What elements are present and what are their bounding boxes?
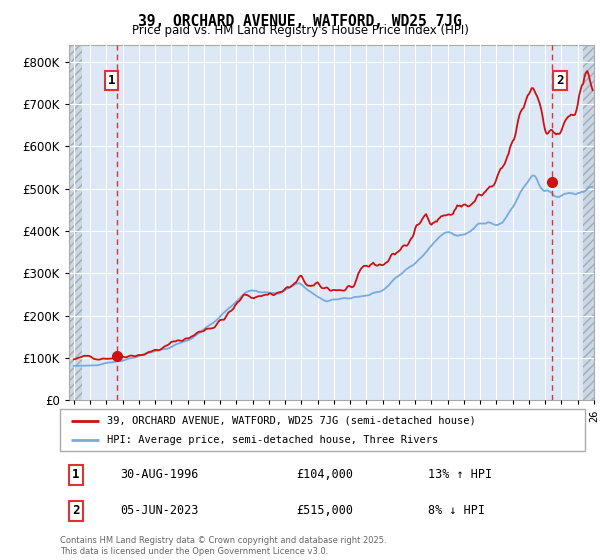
- Text: 39, ORCHARD AVENUE, WATFORD, WD25 7JG (semi-detached house): 39, ORCHARD AVENUE, WATFORD, WD25 7JG (s…: [107, 416, 476, 426]
- Text: Contains HM Land Registry data © Crown copyright and database right 2025.
This d: Contains HM Land Registry data © Crown c…: [60, 536, 386, 556]
- Text: 39, ORCHARD AVENUE, WATFORD, WD25 7JG: 39, ORCHARD AVENUE, WATFORD, WD25 7JG: [138, 14, 462, 29]
- Text: 30-AUG-1996: 30-AUG-1996: [121, 468, 199, 481]
- Text: £515,000: £515,000: [296, 505, 353, 517]
- Text: 2: 2: [72, 505, 79, 517]
- Text: 2: 2: [556, 74, 564, 87]
- Text: 1: 1: [72, 468, 79, 481]
- Text: 05-JUN-2023: 05-JUN-2023: [121, 505, 199, 517]
- FancyBboxPatch shape: [60, 409, 585, 451]
- Text: HPI: Average price, semi-detached house, Three Rivers: HPI: Average price, semi-detached house,…: [107, 435, 439, 445]
- Text: 8% ↓ HPI: 8% ↓ HPI: [427, 505, 485, 517]
- Text: Price paid vs. HM Land Registry's House Price Index (HPI): Price paid vs. HM Land Registry's House …: [131, 24, 469, 37]
- Text: 1: 1: [107, 74, 115, 87]
- Text: £104,000: £104,000: [296, 468, 353, 481]
- Text: 13% ↑ HPI: 13% ↑ HPI: [427, 468, 491, 481]
- Bar: [583, 45, 594, 400]
- Bar: [69, 45, 82, 400]
